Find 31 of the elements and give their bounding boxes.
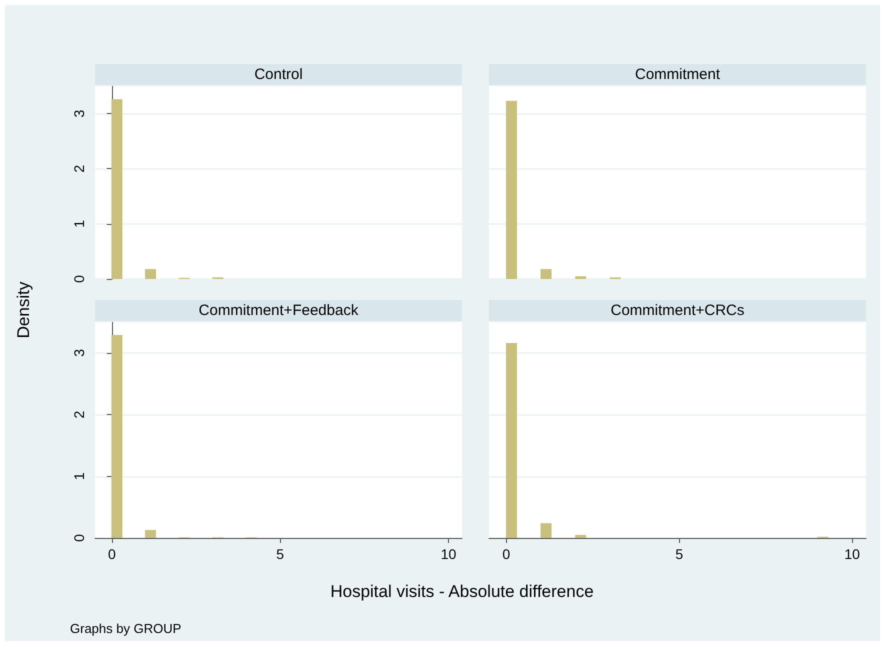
x-tick-label: 10 (440, 546, 457, 562)
text: Graphs by GROUP (70, 621, 182, 636)
bar (111, 334, 122, 538)
bar (111, 99, 122, 279)
bar (506, 100, 517, 279)
bar (575, 276, 586, 279)
y-tick-label: 1 (71, 220, 87, 228)
x-tick-label: 5 (276, 546, 284, 562)
bar (506, 342, 517, 538)
x-tick-label: 0 (502, 546, 510, 562)
chart-title: Commitment+CRCs (489, 300, 866, 321)
bar (575, 534, 586, 538)
y-tick-label: 2 (71, 164, 87, 173)
y-tick-label: 3 (71, 348, 87, 357)
chart-title: Control (95, 64, 462, 85)
x-tick-label: 0 (108, 546, 116, 562)
y-tick-label: 3 (71, 109, 87, 118)
y-tick-label: 0 (71, 534, 87, 542)
bar (540, 523, 552, 538)
y-tick-label: 2 (71, 410, 87, 418)
x-axis-title: Hospital visits - Absolute difference (330, 582, 594, 602)
x-tick-label: 5 (675, 546, 684, 562)
bar (540, 269, 552, 279)
chart-title: Commitment+Feedback (95, 300, 462, 321)
chart-title: Commitment (489, 64, 866, 85)
y-tick-label: 1 (71, 472, 87, 480)
y-tick-label: 0 (71, 274, 87, 283)
bar (145, 269, 156, 279)
y-axis-title: Density (14, 282, 34, 338)
bar (145, 530, 156, 538)
x-tick-label: 10 (844, 546, 860, 562)
